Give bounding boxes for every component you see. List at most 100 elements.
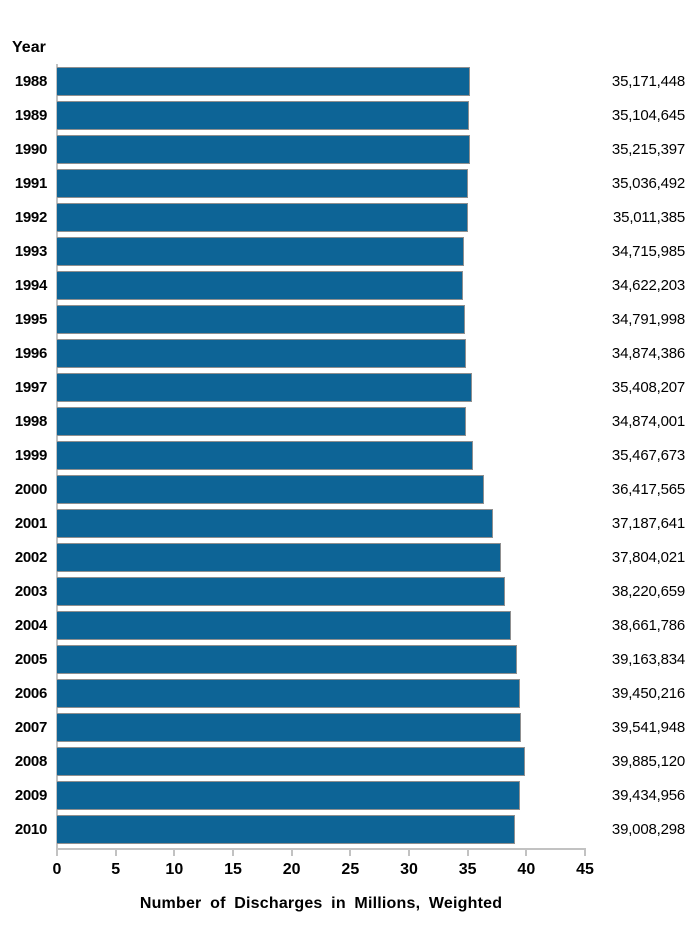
bar-row: 2007 39,541,948 — [0, 710, 700, 744]
value-label: 39,008,298 — [611, 820, 685, 838]
bar-row: 1989 35,104,645 — [0, 98, 700, 132]
year-label: 2004 — [14, 616, 47, 634]
x-tick-mark — [114, 848, 117, 856]
x-tick-label: 15 — [224, 861, 242, 878]
bar-row: 1988 35,171,448 — [0, 64, 700, 98]
bar — [57, 576, 506, 606]
bar — [57, 508, 494, 538]
x-tick-mark — [408, 848, 410, 856]
value-label: 35,104,645 — [611, 106, 685, 124]
value-label: 34,715,985 — [611, 242, 685, 260]
year-label: 1991 — [14, 174, 47, 192]
bar — [57, 712, 521, 742]
bar — [57, 406, 467, 436]
value-label: 34,874,386 — [611, 344, 685, 362]
value-label: 35,171,448 — [611, 72, 685, 90]
y-axis-title: Year — [12, 39, 46, 56]
x-tick-mark — [173, 848, 176, 856]
bar-row: 2006 39,450,216 — [0, 676, 700, 710]
value-label: 35,011,385 — [613, 208, 685, 226]
value-label: 39,163,834 — [611, 650, 685, 668]
year-label: 2007 — [14, 718, 47, 736]
x-tick-label: 5 — [111, 861, 121, 878]
bar-row: 2005 39,163,834 — [0, 642, 700, 676]
x-tick-label: 0 — [52, 861, 62, 878]
bar — [57, 202, 468, 232]
bar — [57, 746, 525, 776]
bar — [57, 814, 515, 844]
bar — [57, 372, 473, 402]
year-label: 1995 — [14, 310, 47, 328]
value-label: 34,874,001 — [611, 412, 685, 430]
value-label: 39,541,948 — [611, 718, 685, 736]
bar-track — [57, 644, 585, 674]
x-tick-mark — [232, 848, 234, 856]
bar-track — [57, 542, 585, 572]
year-label: 1999 — [14, 446, 47, 464]
bar-row: 2000 36,417,565 — [0, 472, 700, 506]
value-label: 34,622,203 — [611, 276, 685, 294]
year-label: 2006 — [14, 684, 47, 702]
value-label: 38,661,786 — [611, 616, 685, 634]
year-label: 1988 — [14, 72, 47, 90]
x-tick-label: 40 — [517, 861, 536, 878]
x-tick-label: 30 — [400, 861, 418, 878]
bar-track — [57, 236, 585, 266]
year-label: 2009 — [14, 786, 47, 804]
value-label: 35,467,673 — [611, 446, 685, 464]
bar-rows: 1988 35,171,448 1989 35,104,645 1990 35,… — [0, 64, 700, 846]
year-label: 1990 — [14, 140, 47, 158]
year-label: 1989 — [14, 106, 47, 124]
x-tick-mark — [525, 848, 528, 856]
x-tick-mark — [349, 848, 352, 856]
value-label: 35,036,492 — [611, 174, 685, 192]
year-label: 2002 — [14, 548, 47, 566]
value-label: 37,804,021 — [611, 548, 685, 566]
value-label: 39,434,956 — [611, 786, 685, 804]
bar — [57, 542, 501, 572]
bar — [57, 100, 469, 130]
bar-track — [57, 610, 585, 640]
year-label: 2001 — [14, 514, 47, 532]
bar-row: 1998 34,874,001 — [0, 404, 700, 438]
value-label: 35,408,207 — [611, 378, 685, 396]
x-tick-label: 25 — [341, 861, 360, 878]
bar-row: 2001 37,187,641 — [0, 506, 700, 540]
value-label: 36,417,565 — [611, 480, 685, 498]
bar-row: 1995 34,791,998 — [0, 302, 700, 336]
value-label: 38,220,659 — [611, 582, 685, 600]
x-tick-mark — [56, 848, 58, 856]
bar-row: 1991 35,036,492 — [0, 166, 700, 200]
bar-track — [57, 372, 585, 402]
bar-row: 2003 38,220,659 — [0, 574, 700, 608]
x-axis-line — [57, 848, 585, 850]
bar-row: 1999 35,467,673 — [0, 438, 700, 472]
bar-track — [57, 202, 585, 232]
bar-track — [57, 746, 585, 776]
bar-track — [57, 270, 585, 300]
bar — [57, 474, 485, 504]
bar-track — [57, 814, 585, 844]
bar — [57, 780, 520, 810]
bar-row: 1990 35,215,397 — [0, 132, 700, 166]
year-label: 1997 — [14, 378, 47, 396]
x-tick-label: 10 — [165, 861, 184, 878]
year-label: 2005 — [14, 650, 47, 668]
x-tick-mark — [584, 848, 586, 856]
value-label: 35,215,397 — [611, 140, 685, 158]
bar-track — [57, 712, 585, 742]
bar-row: 1996 34,874,386 — [0, 336, 700, 370]
bar-track — [57, 678, 585, 708]
x-tick-label: 45 — [576, 861, 594, 878]
bar-track — [57, 168, 585, 198]
bar-track — [57, 576, 585, 606]
value-label: 37,187,641 — [611, 514, 685, 532]
bar-track — [57, 66, 585, 96]
bar-track — [57, 304, 585, 334]
bar-track — [57, 474, 585, 504]
bar — [57, 610, 511, 640]
bar-track — [57, 406, 585, 436]
bar — [57, 304, 466, 334]
x-axis-title: Number of Discharges in Millions, Weight… — [139, 895, 503, 912]
